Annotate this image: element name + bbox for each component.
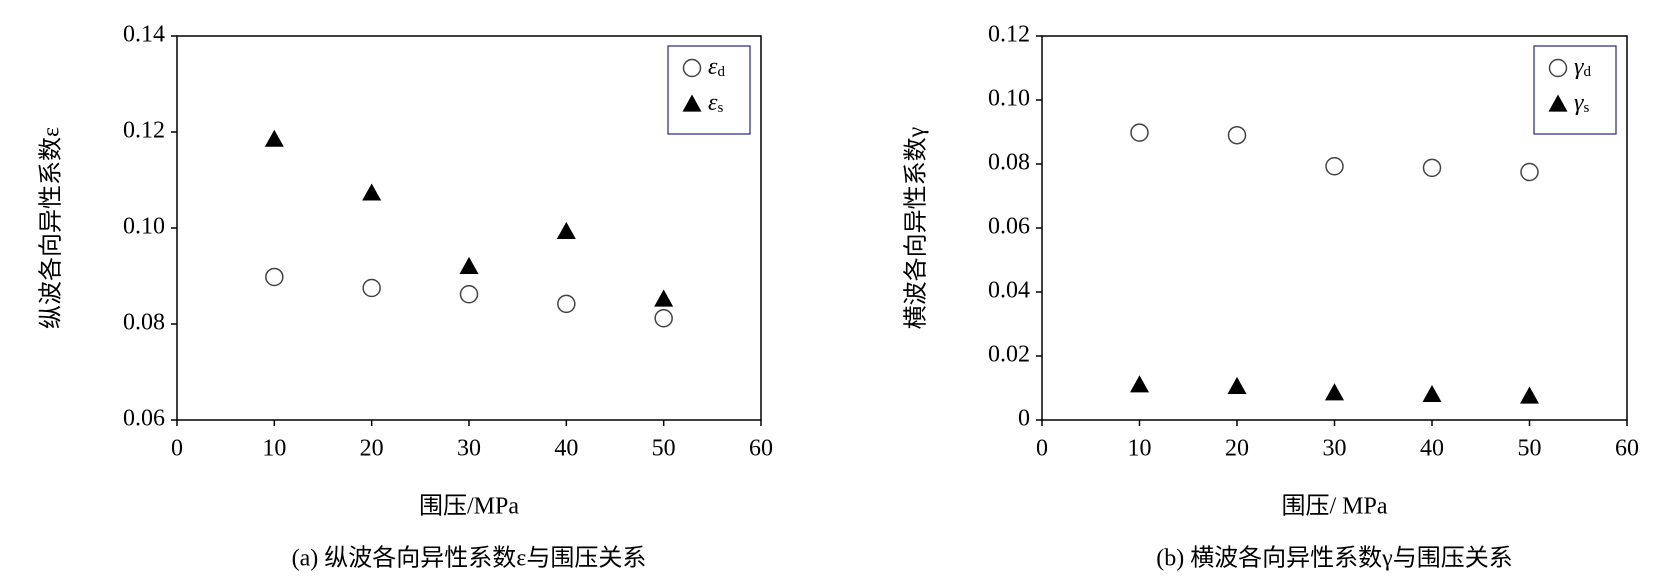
circle-marker — [682, 58, 702, 78]
triangle-marker — [654, 289, 674, 307]
x-tick-label: 0 — [1036, 436, 1048, 462]
legend-label: γd — [1574, 54, 1591, 81]
x-tick-label: 50 — [1518, 436, 1542, 462]
x-axis-label: 围压/MPa — [419, 494, 519, 520]
triangle-marker — [459, 256, 479, 274]
y-tick-label: 0.10 — [123, 214, 165, 240]
x-tick-label: 0 — [171, 436, 183, 462]
circle-marker — [1520, 162, 1539, 182]
circle-marker — [362, 278, 381, 298]
y-tick-label: 0.12 — [123, 118, 165, 144]
circle-marker — [1227, 125, 1247, 145]
x-tick-label: 60 — [749, 436, 773, 462]
legend-box — [667, 45, 751, 135]
x-tick-label: 10 — [262, 436, 286, 462]
circle-marker — [1325, 156, 1344, 176]
x-tick-label: 60 — [1615, 436, 1639, 462]
x-tick-label: 40 — [1420, 436, 1444, 462]
x-tick-label: 40 — [554, 436, 578, 462]
y-tick-label: 0.02 — [988, 342, 1030, 368]
circle-marker — [265, 267, 284, 287]
circle-marker — [459, 284, 479, 304]
x-tick-label: 10 — [1128, 436, 1152, 462]
x-tick-label: 20 — [1225, 436, 1249, 462]
circle-marker — [1422, 158, 1442, 178]
y-tick-label: 0.06 — [988, 214, 1030, 240]
y-tick-label: 0.10 — [988, 86, 1030, 112]
triangle-marker — [556, 221, 576, 239]
legend-label: γs — [1574, 90, 1589, 117]
circle-marker — [557, 294, 576, 314]
x-tick-label: 20 — [360, 436, 384, 462]
triangle-marker — [1130, 375, 1149, 393]
circle-marker — [1548, 58, 1568, 78]
legend-box — [1533, 45, 1617, 135]
x-tick-label: 50 — [652, 436, 676, 462]
caption: (a) 纵波各向异性系数ε与围压关系 — [292, 545, 647, 572]
y-tick-label: 0.14 — [123, 22, 165, 48]
y-tick-label: 0.12 — [988, 22, 1030, 48]
triangle-marker — [682, 94, 702, 112]
triangle-marker — [1422, 384, 1442, 402]
circle-marker — [654, 308, 673, 328]
y-tick-label: 0.04 — [988, 278, 1030, 304]
triangle-marker — [264, 129, 284, 147]
triangle-marker — [1227, 376, 1247, 394]
triangle-marker — [1325, 383, 1344, 401]
x-tick-label: 30 — [1323, 436, 1347, 462]
y-tick-label: 0.08 — [123, 310, 165, 336]
legend-label: εd — [708, 54, 725, 81]
y-axis-label: 横波各向异性系数γ — [903, 126, 930, 329]
triangle-marker — [1548, 94, 1568, 112]
y-tick-label: 0.06 — [123, 406, 165, 432]
x-tick-label: 30 — [457, 436, 481, 462]
triangle-marker — [1520, 386, 1539, 404]
caption: (b) 横波各向异性系数γ与围压关系 — [1156, 545, 1513, 572]
triangle-marker — [362, 183, 382, 201]
x-axis-label: 围压/ MPa — [1281, 494, 1387, 520]
y-tick-label: 0.08 — [988, 150, 1030, 176]
legend-label: εs — [708, 90, 723, 117]
y-tick-label: 0 — [1018, 406, 1030, 432]
circle-marker — [1130, 123, 1149, 142]
y-axis-label: 纵波各向异性系数ε — [38, 127, 65, 329]
